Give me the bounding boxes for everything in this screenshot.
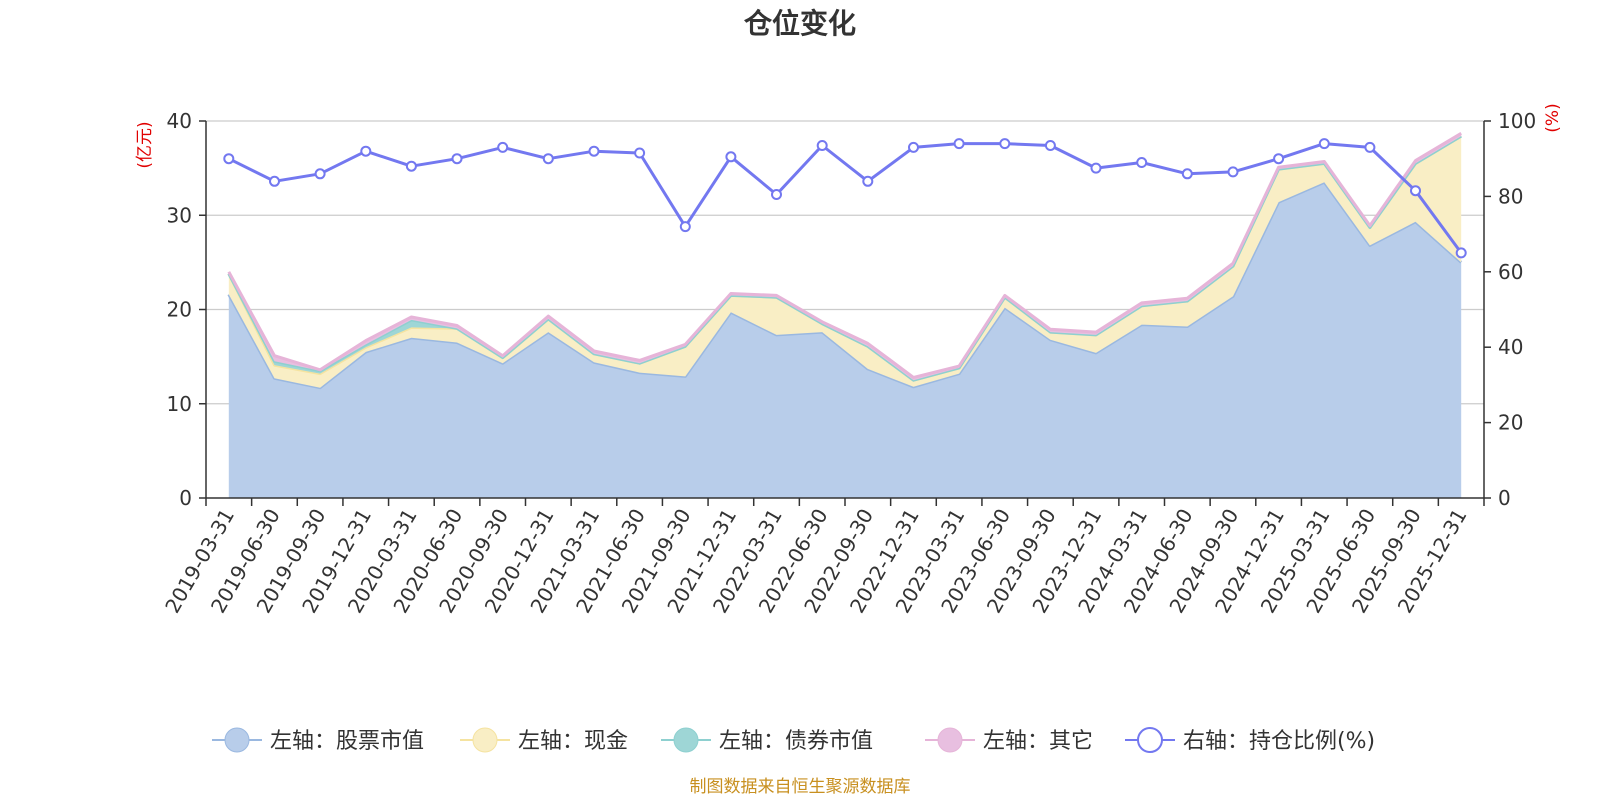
ratio-point-4-8: [588, 145, 600, 157]
area-series-0: [228, 182, 1462, 499]
area-series-1: [228, 136, 1462, 388]
legend-marker-2: [673, 727, 699, 753]
stacked-areas: [227, 132, 1463, 499]
left-axis-tick-label: 10: [167, 392, 192, 416]
ratio-point-4-19: [1090, 162, 1102, 174]
ratio-point-4-1: [269, 175, 280, 187]
ratio-point-4-13: [816, 140, 828, 151]
ratio-point-4-12: [771, 189, 782, 200]
ratio-point-4-25: [1364, 141, 1376, 153]
right-axis-tick-label: 80: [1498, 184, 1523, 208]
ratio-point-4-9: [634, 147, 646, 159]
chart-title: 仓位变化: [744, 7, 856, 40]
legend-marker-3: [937, 727, 963, 753]
legend-label-2: 左轴：债券市值: [719, 729, 873, 754]
ratio-point-4-14: [862, 175, 874, 187]
ratio-point-4-17: [999, 138, 1011, 150]
ratio-point-4-24: [1318, 138, 1330, 150]
left-axis-tick-label: 0: [179, 486, 192, 510]
legend-marker-0: [224, 727, 250, 753]
left-axis-unit: (亿元): [135, 121, 155, 168]
ratio-point-4-18: [1044, 140, 1056, 151]
right-axis-tick-label: 100: [1498, 109, 1536, 133]
ratio-point-4-23: [1273, 153, 1285, 165]
data-source-note: 制图数据来自恒生聚源数据库: [690, 777, 911, 797]
right-axis-tick-label: 20: [1498, 411, 1523, 435]
ratio-point-4-2: [314, 168, 326, 180]
ratio-point-4-21: [1181, 168, 1193, 180]
ratio-point-4-26: [1410, 185, 1421, 197]
legend-marker-1: [472, 727, 498, 753]
right-axis-unit: (%): [1543, 103, 1563, 132]
ratio-point-4-5: [451, 153, 463, 165]
left-axis-tick-label: 20: [167, 298, 192, 322]
ratio-point-4-20: [1136, 157, 1148, 168]
ratio-point-4-0: [223, 153, 235, 165]
ratio-point-4-22: [1227, 166, 1239, 178]
legend-label-4: 右轴：持仓比例(%): [1183, 729, 1375, 754]
right-axis-tick-label: 0: [1498, 486, 1511, 510]
ratio-point-4-16: [953, 138, 965, 150]
right-axis-tick-label: 40: [1498, 335, 1523, 359]
ratio-point-4-10: [679, 221, 691, 233]
ratio-point-4-15: [908, 141, 919, 153]
position-ratio-series: [223, 138, 1467, 259]
legend: 左轴：股票市值 左轴：现金 左轴：债券市值 左轴：其它 右轴：持仓比例(%): [212, 727, 1375, 754]
legend-label-0: 左轴：股票市值: [270, 729, 424, 754]
right-axis-tick-label: 60: [1498, 260, 1523, 284]
legend-label-1: 左轴：现金: [518, 729, 628, 754]
legend-marker-4: [1137, 727, 1163, 753]
ratio-point-4-4: [405, 160, 417, 172]
ratio-point-4-6: [497, 141, 509, 153]
left-axis-tick-label: 30: [167, 203, 192, 227]
legend-label-3: 左轴：其它: [983, 729, 1093, 754]
ratio-point-4-7: [542, 153, 554, 165]
ratio-point-4-3: [360, 145, 372, 157]
ratio-line: [228, 142, 1463, 254]
left-axis-tick-label: 40: [167, 109, 192, 133]
ratio-point-4-11: [725, 151, 737, 163]
area-series-line-3: [227, 132, 1462, 379]
ratio-point-4-27: [1455, 247, 1467, 259]
